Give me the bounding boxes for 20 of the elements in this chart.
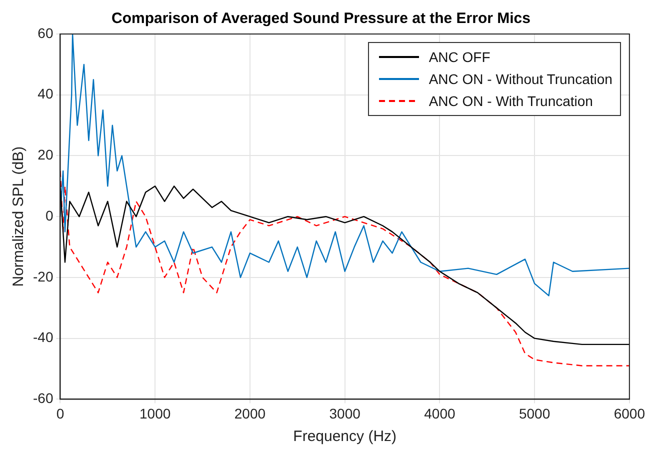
- y-tick-label: -60: [33, 390, 54, 406]
- y-axis-title: Normalized SPL (dB): [10, 146, 28, 287]
- y-tick-label: 20: [38, 146, 54, 163]
- x-tick-label: 0: [56, 405, 64, 422]
- y-tick-label: 60: [38, 24, 54, 41]
- x-tick-label: 5000: [518, 405, 550, 422]
- legend-label: ANC ON - With Truncation: [428, 92, 593, 111]
- x-tick-label: 1000: [140, 405, 171, 422]
- y-tick-label: 40: [38, 86, 54, 102]
- y-tick-label: 0: [45, 207, 54, 224]
- chart-title: Comparison of Averaged Sound Pressure at the Error Mics: [112, 10, 530, 28]
- legend-label: ANC OFF: [428, 48, 490, 67]
- legend-label: ANC ON - Without Truncation: [428, 70, 612, 89]
- y-tick-label: -20: [33, 268, 54, 284]
- x-axis-title: Frequency (Hz): [293, 428, 397, 446]
- y-tick-label: -40: [33, 329, 54, 346]
- x-tick-label: 4000: [424, 405, 456, 422]
- x-tick-label: 3000: [329, 405, 361, 422]
- x-tick-label: 2000: [234, 405, 266, 422]
- x-tick-label: 6000: [614, 405, 646, 422]
